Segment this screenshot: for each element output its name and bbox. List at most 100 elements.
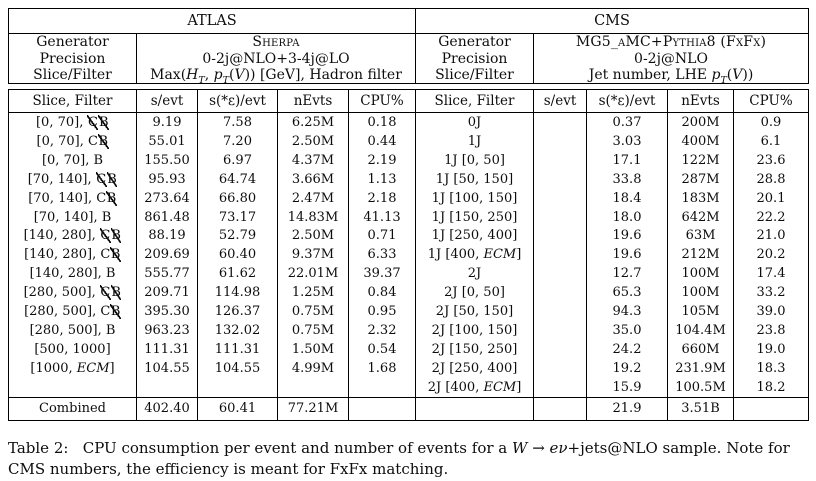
atlas-generator-label: Generator	[8, 33, 137, 51]
atlas-slice-filter-cell: [140, 280], CB	[8, 245, 137, 265]
cms-slice-filter-value: Jet number, LHE pT(V))	[533, 66, 810, 84]
experiment-header-table: ATLAS CMS Generator Sherpa Generator MG5…	[7, 8, 810, 85]
atlas-cpu-cell: 2.19	[348, 150, 416, 170]
table-figure: ATLAS CMS Generator Sherpa Generator MG5…	[7, 8, 810, 481]
atlas-cpu-cell: 0.84	[348, 283, 416, 303]
table-row: [70, 140], B 861.48 73.17 14.83M 41.13 1J [15…	[8, 207, 809, 227]
cms-cpu-cell: 20.1	[733, 188, 809, 208]
cms-slice-filter-cell: 2J [50, 150]	[415, 302, 534, 321]
atlas-combined-label: Combined	[8, 396, 137, 421]
atlas-cpu-cell: 0.71	[348, 226, 416, 246]
cms-nevts-cell: 100M	[667, 283, 734, 303]
atlas-cpu-cell: 0.95	[348, 302, 416, 321]
atlas-nevts-cell: 0.75M	[277, 302, 349, 321]
atlas-nevts-cell: 2.50M	[277, 226, 349, 246]
slice-filter-row: Slice/Filter Max(HT, pT(V)) [GeV], Hadro…	[8, 66, 810, 84]
atlas-cpu-cell: 1.13	[348, 169, 416, 189]
cms-col-cpu: CPU%	[733, 89, 809, 114]
atlas-s-evt-cell: 395.30	[136, 302, 198, 321]
cms-s-evt-cell	[533, 320, 587, 340]
atlas-generator-value: Sherpa	[135, 33, 417, 51]
atlas-s-eff-evt-cell: 104.55	[197, 358, 278, 378]
cms-slice-filter-cell: 2J	[415, 264, 534, 284]
cms-cpu-cell: 28.8	[733, 169, 809, 189]
cms-nevts-cell: 212M	[667, 245, 734, 265]
cms-precision-label: Precision	[415, 50, 535, 67]
table-row: [0, 70], B 155.50 6.97 4.37M 2.19 1J [0, 50] 1…	[8, 150, 809, 170]
atlas-nevts-cell: 1.25M	[277, 283, 349, 303]
cms-col-s-evt: s/evt	[533, 89, 587, 114]
atlas-nevts-cell: 4.99M	[277, 358, 349, 378]
cms-col-slice-filter: Slice, Filter	[415, 89, 534, 114]
atlas-cpu-cell: 2.18	[348, 188, 416, 208]
cms-s-evt-cell	[533, 264, 587, 284]
atlas-combined-s-evt: 402.40	[136, 396, 198, 421]
atlas-cpu-cell: 39.37	[348, 264, 416, 284]
generator-row: Generator Sherpa Generator MG5_aMC+Pythi…	[8, 33, 810, 51]
atlas-slice-filter-cell: [280, 500], B	[8, 320, 137, 340]
cms-s-evt-cell	[533, 245, 587, 265]
atlas-s-eff-evt-cell: 7.58	[197, 112, 278, 133]
atlas-cpu-cell	[348, 377, 416, 398]
cms-nevts-cell: 63M	[667, 226, 734, 246]
atlas-s-eff-evt-cell: 60.40	[197, 245, 278, 265]
cms-cpu-cell: 23.6	[733, 150, 809, 170]
atlas-col-s-evt: s/evt	[136, 89, 198, 114]
atlas-nevts-cell: 1.50M	[277, 339, 349, 359]
atlas-slice-filter-cell: [280, 500], CB	[8, 302, 137, 321]
atlas-nevts-cell: 4.37M	[277, 150, 349, 170]
atlas-generator-name: Sherpa	[252, 34, 300, 51]
atlas-cpu-cell: 0.44	[348, 132, 416, 151]
cms-nevts-cell: 122M	[667, 150, 734, 170]
atlas-slice-filter-cell: [0, 70], B	[8, 150, 137, 170]
atlas-combined-cpu	[348, 396, 416, 421]
atlas-col-nevts: nEvts	[277, 89, 349, 114]
cms-nevts-cell: 200M	[667, 112, 734, 133]
table-row: [70, 140], CB 95.93 64.74 3.66M 1.13 1J [50, …	[8, 169, 809, 189]
cms-s-evt-cell	[533, 132, 587, 151]
cms-nevts-cell: 231.9M	[667, 358, 734, 378]
cms-cpu-cell: 33.2	[733, 283, 809, 303]
atlas-s-evt-cell: 963.23	[136, 320, 198, 340]
cms-col-nevts: nEvts	[667, 89, 734, 114]
atlas-nevts-cell: 2.47M	[277, 188, 349, 208]
cms-s-evt-cell	[533, 226, 587, 246]
cms-s-eff-evt-cell: 18.0	[586, 207, 668, 227]
atlas-slice-filter-cell: [500, 1000]	[8, 339, 137, 359]
cms-combined-label	[415, 396, 534, 421]
cms-slice-filter-cell: 2J [400, ECM]	[415, 377, 534, 398]
atlas-s-evt-cell: 273.64	[136, 188, 198, 208]
atlas-slice-filter-cell	[8, 377, 137, 398]
table-row: [140, 280], CB 209.69 60.40 9.37M 6.33 1J [40…	[8, 245, 809, 265]
table-row: [280, 500], CB 395.30 126.37 0.75M 0.95 2J [5…	[8, 302, 809, 321]
cpu-consumption-table: Slice, Filter s/evt s(*ε)/evt nEvts CPU%…	[8, 89, 809, 421]
cms-nevts-cell: 100.5M	[667, 377, 734, 398]
table-row: [70, 140], CB 273.64 66.80 2.47M 2.18 1J [100…	[8, 188, 809, 208]
atlas-combined-s-eff-evt: 60.41	[197, 396, 278, 421]
cms-s-eff-evt-cell: 19.6	[586, 245, 668, 265]
atlas-cpu-cell: 2.32	[348, 320, 416, 340]
atlas-precision-value: 0-2j@NLO+3-4j@LO	[135, 50, 417, 67]
cms-slice-filter-cell: 1J [250, 400]	[415, 226, 534, 246]
atlas-s-eff-evt-cell: 61.62	[197, 264, 278, 284]
cms-generator-name: MG5_aMC+Pythia8 (FxFx)	[575, 34, 767, 51]
cms-generator-value: MG5_aMC+Pythia8 (FxFx)	[533, 33, 810, 51]
atlas-slice-filter-cell: [140, 280], B	[8, 264, 137, 284]
cms-cpu-cell: 17.4	[733, 264, 809, 284]
atlas-s-eff-evt-cell: 132.02	[197, 320, 278, 340]
atlas-s-eff-evt-cell: 6.97	[197, 150, 278, 170]
cms-nevts-cell: 642M	[667, 207, 734, 227]
cms-cpu-cell: 21.0	[733, 226, 809, 246]
cms-s-evt-cell	[533, 302, 587, 321]
atlas-nevts-cell	[277, 377, 349, 398]
cms-slice-filter-cell: 1J	[415, 132, 534, 151]
atlas-s-evt-cell: 88.19	[136, 226, 198, 246]
cms-s-eff-evt-cell: 33.8	[586, 169, 668, 189]
table-row: [140, 280], CB 88.19 52.79 2.50M 0.71 1J [250…	[8, 226, 809, 246]
atlas-s-evt-cell: 555.77	[136, 264, 198, 284]
table-caption: Table 2: CPU consumption per event and n…	[8, 438, 790, 479]
atlas-col-slice-filter: Slice, Filter	[8, 89, 137, 114]
atlas-slice-filter-cell: [0, 70], CB	[8, 132, 137, 151]
atlas-s-evt-cell: 209.71	[136, 283, 198, 303]
atlas-s-eff-evt-cell: 73.17	[197, 207, 278, 227]
